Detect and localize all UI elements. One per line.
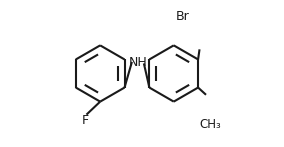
Text: CH₃: CH₃ [199,118,221,131]
Text: F: F [82,114,89,127]
Text: Br: Br [176,10,190,23]
Text: NH: NH [129,56,148,69]
